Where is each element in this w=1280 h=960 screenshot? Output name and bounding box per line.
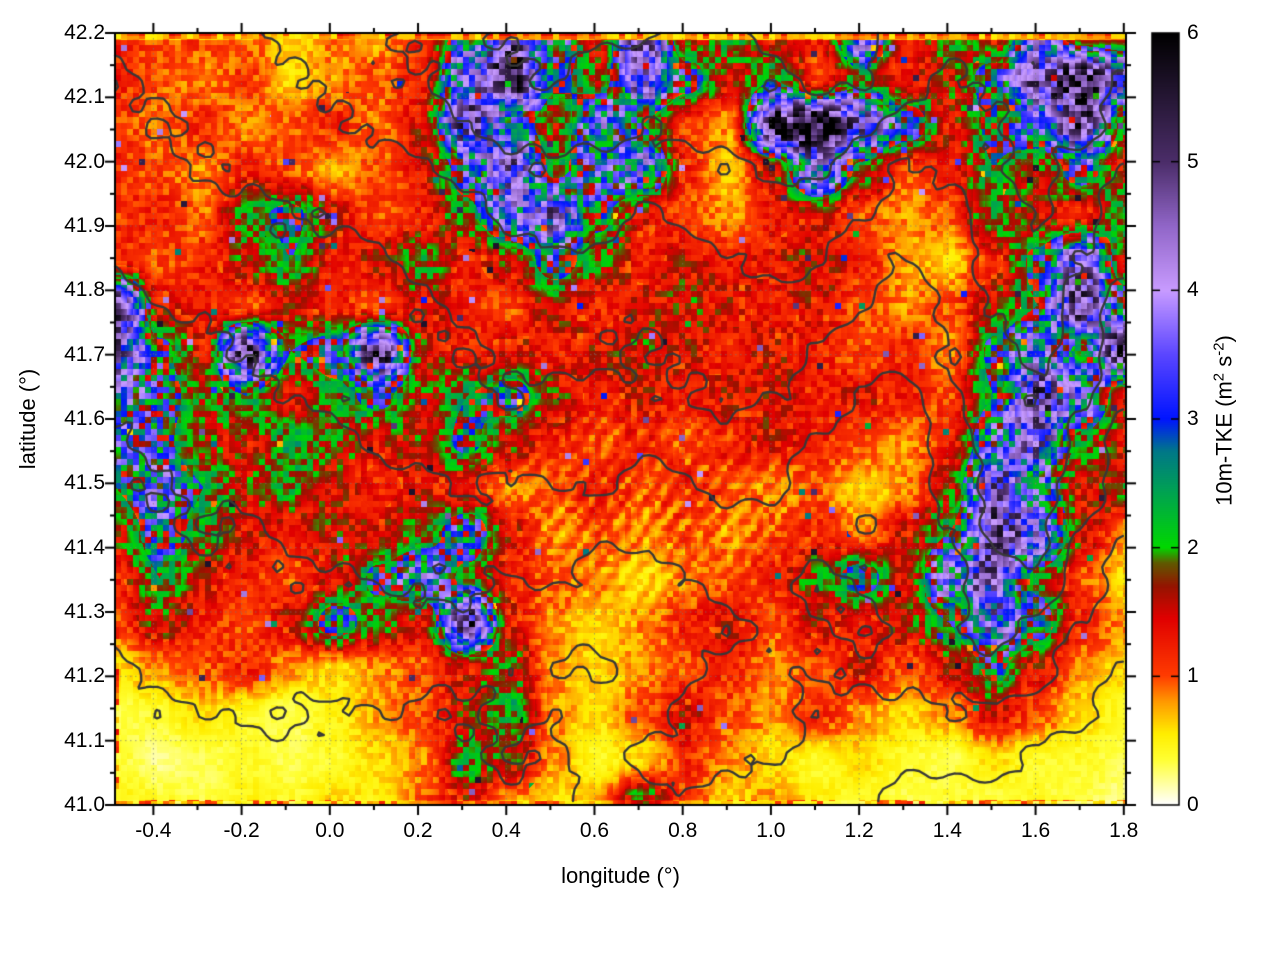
y-tick-label: 41.6 <box>64 407 105 430</box>
y-tick-label: 41.2 <box>64 664 105 688</box>
x-axis-title: longitude (°) <box>561 863 680 888</box>
colorbar-tick-label: 3 <box>1187 407 1199 430</box>
colorbar-tick-label: 4 <box>1187 278 1199 302</box>
colorbar-title-superscript: 2 <box>1210 372 1228 382</box>
x-tick-label: 0.0 <box>315 819 345 842</box>
x-tick-label: 1.0 <box>756 819 786 842</box>
colorbar-title-text: s <box>1211 355 1237 373</box>
colorbar-tick-label: 5 <box>1187 149 1199 173</box>
colorbar-tick-label: 2 <box>1187 535 1199 559</box>
x-tick-label: 1.8 <box>1109 819 1139 842</box>
y-tick-label: 41.3 <box>64 600 105 623</box>
y-axis-title: latitude (°) <box>15 368 40 470</box>
x-tick-label: 1.4 <box>932 819 962 842</box>
colorbar-title-text: ) <box>1211 335 1237 343</box>
y-tick-label: 41.8 <box>64 278 105 302</box>
y-tick-label: 41.9 <box>64 214 105 237</box>
x-tick-label: 0.4 <box>491 819 521 842</box>
x-tick-label: 0.2 <box>403 819 433 842</box>
y-tick-label: 41.5 <box>64 471 105 495</box>
y-tick-label: 42.0 <box>64 149 105 173</box>
x-tick-label: 0.8 <box>668 819 698 842</box>
y-tick-label: 41.4 <box>64 535 105 559</box>
y-tick-label: 41.0 <box>64 793 105 816</box>
colorbar-title-superscript: -2 <box>1210 342 1228 356</box>
y-tick-label: 41.1 <box>64 728 105 752</box>
colorbar-title-text: 10m-TKE (m <box>1211 381 1237 506</box>
x-tick-label: 1.6 <box>1020 819 1051 842</box>
x-tick-label: 1.2 <box>844 819 874 842</box>
colorbar-tick-label: 1 <box>1187 664 1199 688</box>
x-tick-label: -0.4 <box>135 819 172 842</box>
y-tick-label: 42.2 <box>64 21 105 44</box>
colorbar-tick-label: 0 <box>1187 793 1199 816</box>
x-tick-label: 0.6 <box>579 819 610 842</box>
x-tick-label: -0.2 <box>223 819 260 842</box>
y-tick-label: 41.7 <box>64 342 105 366</box>
colorbar-title: 10m-TKE (m2 s-2) <box>1210 271 1242 571</box>
colorbar-tick-label: 6 <box>1187 21 1199 44</box>
y-tick-label: 42.1 <box>64 85 105 109</box>
